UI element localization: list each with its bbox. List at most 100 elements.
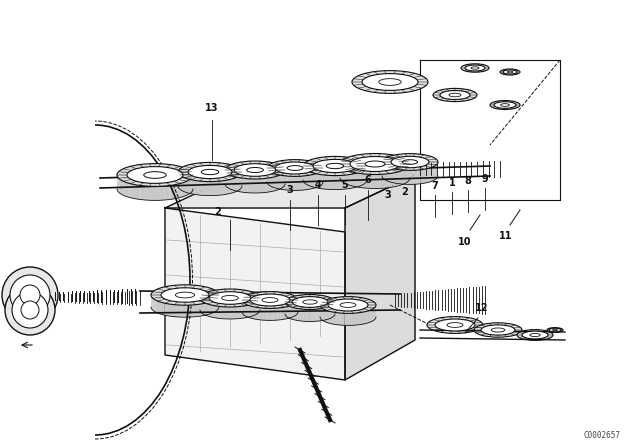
- Ellipse shape: [285, 294, 335, 310]
- Polygon shape: [310, 172, 312, 187]
- Polygon shape: [212, 300, 214, 313]
- Polygon shape: [313, 309, 316, 321]
- Ellipse shape: [352, 71, 428, 93]
- Polygon shape: [230, 179, 232, 194]
- Polygon shape: [256, 302, 258, 314]
- Polygon shape: [168, 304, 172, 316]
- Polygon shape: [225, 171, 226, 186]
- Polygon shape: [160, 186, 165, 200]
- Polygon shape: [231, 176, 234, 190]
- Polygon shape: [268, 170, 269, 185]
- Polygon shape: [209, 304, 212, 317]
- Ellipse shape: [127, 167, 183, 183]
- Polygon shape: [399, 170, 403, 184]
- Polygon shape: [188, 179, 190, 195]
- Polygon shape: [125, 182, 128, 197]
- Polygon shape: [150, 186, 155, 200]
- Polygon shape: [358, 172, 360, 187]
- Ellipse shape: [326, 164, 344, 168]
- Polygon shape: [192, 177, 193, 192]
- Ellipse shape: [440, 90, 470, 99]
- Polygon shape: [331, 176, 335, 190]
- Polygon shape: [201, 300, 202, 314]
- Polygon shape: [170, 185, 174, 199]
- Polygon shape: [281, 175, 284, 190]
- Polygon shape: [255, 179, 259, 193]
- Polygon shape: [191, 180, 194, 194]
- Ellipse shape: [340, 302, 356, 307]
- Polygon shape: [348, 174, 351, 189]
- Polygon shape: [299, 176, 302, 190]
- Text: 6: 6: [365, 175, 371, 185]
- Polygon shape: [320, 306, 321, 319]
- Polygon shape: [182, 182, 185, 197]
- Text: 3: 3: [287, 185, 293, 195]
- Polygon shape: [278, 175, 281, 189]
- Ellipse shape: [10, 275, 50, 315]
- Polygon shape: [339, 175, 343, 190]
- Polygon shape: [136, 185, 140, 199]
- Ellipse shape: [246, 168, 264, 172]
- Polygon shape: [383, 164, 384, 179]
- Text: 10: 10: [458, 237, 472, 247]
- Polygon shape: [417, 170, 420, 184]
- Polygon shape: [380, 174, 384, 189]
- Polygon shape: [140, 185, 145, 200]
- Polygon shape: [384, 174, 388, 188]
- Polygon shape: [315, 173, 317, 188]
- Polygon shape: [234, 177, 237, 191]
- Polygon shape: [366, 167, 367, 182]
- Polygon shape: [165, 208, 345, 380]
- Ellipse shape: [225, 161, 285, 179]
- Polygon shape: [363, 170, 365, 185]
- Ellipse shape: [234, 164, 276, 177]
- Ellipse shape: [303, 300, 317, 304]
- Polygon shape: [117, 177, 118, 192]
- Polygon shape: [312, 174, 315, 189]
- Polygon shape: [372, 308, 374, 321]
- Polygon shape: [222, 180, 226, 195]
- Polygon shape: [310, 310, 313, 322]
- Polygon shape: [252, 303, 254, 316]
- Polygon shape: [194, 180, 198, 195]
- Text: 4: 4: [315, 180, 321, 190]
- Polygon shape: [128, 183, 132, 198]
- Polygon shape: [283, 172, 284, 187]
- Polygon shape: [216, 297, 218, 311]
- Ellipse shape: [547, 327, 563, 332]
- Polygon shape: [254, 302, 256, 315]
- Polygon shape: [145, 186, 150, 200]
- Polygon shape: [270, 308, 274, 320]
- Polygon shape: [241, 306, 245, 319]
- Polygon shape: [350, 172, 354, 186]
- Polygon shape: [182, 177, 184, 192]
- Ellipse shape: [209, 292, 251, 304]
- Polygon shape: [279, 175, 281, 190]
- Polygon shape: [165, 175, 415, 208]
- Polygon shape: [424, 168, 427, 183]
- Polygon shape: [215, 306, 218, 319]
- Polygon shape: [321, 170, 322, 185]
- Polygon shape: [436, 164, 437, 179]
- Ellipse shape: [500, 103, 509, 106]
- Text: 11: 11: [499, 231, 513, 241]
- Polygon shape: [400, 170, 403, 185]
- Polygon shape: [194, 305, 198, 317]
- Polygon shape: [328, 306, 330, 319]
- Polygon shape: [242, 301, 243, 314]
- Ellipse shape: [262, 297, 278, 302]
- Polygon shape: [319, 309, 323, 321]
- Text: 12: 12: [476, 303, 489, 313]
- Ellipse shape: [188, 165, 232, 179]
- Polygon shape: [307, 310, 310, 322]
- Polygon shape: [303, 167, 304, 182]
- Ellipse shape: [503, 70, 517, 74]
- Polygon shape: [271, 172, 273, 187]
- Polygon shape: [266, 178, 270, 192]
- Polygon shape: [375, 306, 376, 319]
- Polygon shape: [403, 170, 406, 184]
- Polygon shape: [284, 171, 285, 186]
- Ellipse shape: [365, 161, 385, 167]
- Polygon shape: [120, 179, 122, 195]
- Polygon shape: [316, 309, 319, 321]
